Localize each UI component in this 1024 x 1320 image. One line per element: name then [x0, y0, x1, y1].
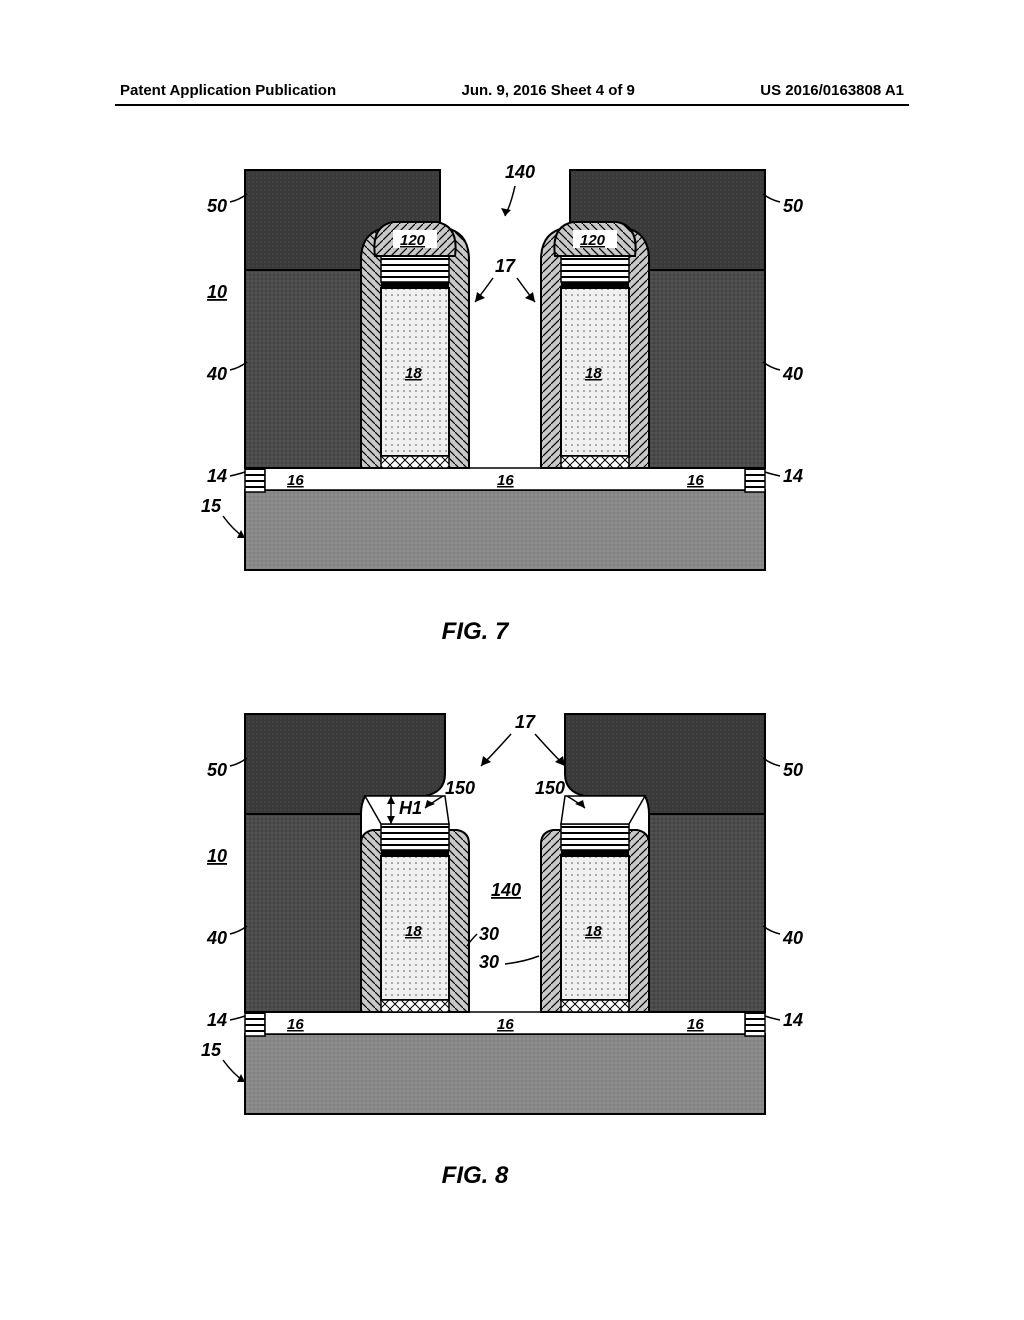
fig7-label-40L: 40: [206, 364, 227, 384]
fig7-label-14R: 14: [783, 466, 803, 486]
fig7-label-18a: 18: [405, 365, 422, 382]
fig8-label-18b: 18: [585, 923, 602, 940]
fig7-caption: FIG. 7: [185, 618, 765, 646]
fig8-label-16b: 16: [497, 1016, 514, 1033]
fig7-label-120b: 120: [580, 232, 606, 249]
fig7-label-50R: 50: [783, 196, 803, 216]
fig8-label-16a: 16: [287, 1016, 304, 1033]
fig8-label-17: 17: [515, 712, 536, 732]
fig8-label-10: 10: [207, 846, 227, 866]
fig7-label-40R: 40: [782, 364, 803, 384]
fig8-label-18a: 18: [405, 923, 422, 940]
fig8-svg: 50 50 10 40 40 14 14 15 16 16 16 18 18 1…: [185, 704, 825, 1144]
header-rule: [115, 104, 909, 106]
fig8-label-50R: 50: [783, 760, 803, 780]
fig7-label-140: 140: [505, 162, 535, 182]
fig8-label-30b: 30: [479, 952, 499, 972]
fig8-label-14R: 14: [783, 1010, 803, 1030]
header-right: US 2016/0163808 A1: [760, 82, 904, 99]
fig7-label-10: 10: [207, 282, 227, 302]
fig8-label-50L: 50: [207, 760, 227, 780]
fig8-label-150a: 150: [445, 778, 475, 798]
fig8-label-40R: 40: [782, 928, 803, 948]
page-header: Patent Application Publication Jun. 9, 2…: [120, 82, 904, 99]
fig7-label-15: 15: [201, 496, 222, 516]
header-center: Jun. 9, 2016 Sheet 4 of 9: [461, 82, 634, 99]
fig8-caption: FIG. 8: [185, 1162, 765, 1190]
fig8-label-150b: 150: [535, 778, 565, 798]
fig8-label-30a: 30: [479, 924, 499, 944]
fig7-label-18b: 18: [585, 365, 602, 382]
figure-7: 50 50 10 40 40 14 14 15 16 16 16 18 18 1…: [185, 160, 765, 646]
fig7-label-17: 17: [495, 256, 516, 276]
fig7-svg: 50 50 10 40 40 14 14 15 16 16 16 18 18 1…: [185, 160, 825, 600]
figure-8: 50 50 10 40 40 14 14 15 16 16 16 18 18 1…: [185, 704, 765, 1190]
fig7-label-16a: 16: [287, 472, 304, 489]
fig7-label-16c: 16: [687, 472, 704, 489]
fig8-label-H1: H1: [399, 798, 422, 818]
fig8-label-15: 15: [201, 1040, 222, 1060]
fig8-label-40L: 40: [206, 928, 227, 948]
fig8-label-16c: 16: [687, 1016, 704, 1033]
fig7-label-120a: 120: [400, 232, 426, 249]
header-left: Patent Application Publication: [120, 82, 336, 99]
fig7-label-14L: 14: [207, 466, 227, 486]
fig7-label-16b: 16: [497, 472, 514, 489]
fig8-label-14L: 14: [207, 1010, 227, 1030]
fig7-label-50L: 50: [207, 196, 227, 216]
fig8-label-140: 140: [491, 880, 521, 900]
